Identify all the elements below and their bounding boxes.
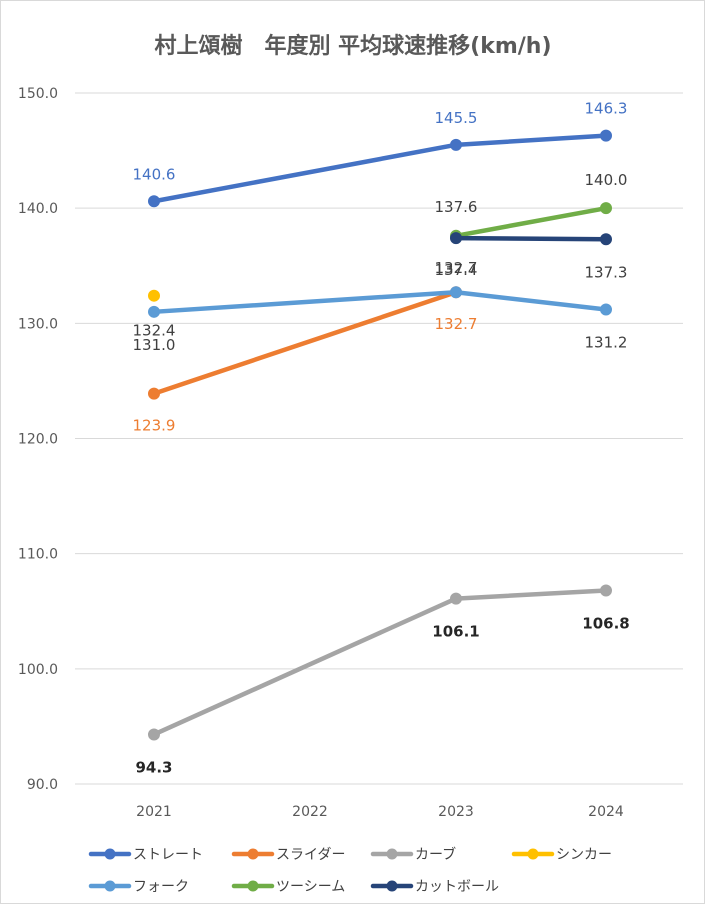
series-layer bbox=[148, 129, 612, 741]
data-point bbox=[450, 286, 462, 299]
series-line bbox=[453, 205, 609, 239]
data-point bbox=[600, 303, 612, 316]
legend-label: フォーク bbox=[133, 879, 189, 895]
legend-item: フォーク bbox=[88, 879, 189, 895]
legend-swatch-marker bbox=[386, 848, 398, 860]
legend-label: ストレート bbox=[133, 847, 203, 863]
data-point bbox=[148, 195, 160, 208]
series-シンカー bbox=[148, 289, 160, 302]
legend-item: ストレート bbox=[88, 847, 203, 863]
y-tick-label: 130.0 bbox=[18, 316, 58, 332]
series-line bbox=[151, 133, 609, 204]
y-tick-label: 90.0 bbox=[27, 777, 58, 793]
data-point bbox=[450, 592, 462, 605]
data-label: 106.8 bbox=[582, 615, 629, 633]
y-tick-label: 100.0 bbox=[18, 662, 58, 678]
data-label: 123.9 bbox=[133, 417, 176, 435]
series-ストレート bbox=[148, 129, 612, 208]
data-point bbox=[148, 305, 160, 318]
data-point bbox=[148, 387, 160, 400]
y-tick-label: 110.0 bbox=[18, 547, 58, 563]
data-label: 132.7 bbox=[435, 259, 478, 277]
legend-item: カーブ bbox=[370, 846, 456, 863]
data-point bbox=[450, 138, 462, 151]
legend-swatch-marker bbox=[386, 880, 398, 892]
legend-swatch-marker bbox=[104, 848, 116, 860]
x-tick-label: 2024 bbox=[588, 804, 624, 820]
data-point bbox=[148, 728, 160, 741]
data-label: 132.4 bbox=[133, 322, 176, 340]
data-label: 131.0 bbox=[133, 336, 176, 354]
legend-swatch-marker bbox=[247, 848, 259, 860]
legend-label: ツーシーム bbox=[276, 879, 345, 895]
legend-label: シンカー bbox=[556, 847, 612, 863]
series-カーブ bbox=[148, 584, 612, 741]
series-line bbox=[151, 289, 609, 315]
legend-item: カットボール bbox=[370, 879, 499, 895]
series-line bbox=[151, 588, 609, 737]
legend-item: ツーシーム bbox=[231, 879, 345, 895]
axis-layer: 90.0 100.0 110.0 120.0 130.0 140.0 150.0 2021 20… bbox=[18, 86, 624, 820]
data-label: 146.3 bbox=[585, 100, 628, 118]
legend-label: カットボール bbox=[415, 879, 499, 895]
legend-swatch-marker bbox=[527, 848, 539, 860]
data-label: 145.5 bbox=[435, 109, 478, 127]
data-label: 131.2 bbox=[585, 334, 628, 352]
legend-label: スライダー bbox=[276, 847, 345, 863]
y-tick-label: 140.0 bbox=[18, 201, 58, 217]
x-tick-label: 2023 bbox=[438, 804, 474, 820]
data-point bbox=[450, 232, 462, 245]
legend-item: スライダー bbox=[231, 847, 345, 863]
x-tick-label: 2022 bbox=[292, 804, 328, 820]
data-label: 94.3 bbox=[135, 758, 172, 776]
data-label-layer: 140.6 145.5 146.3 123.9 132.7 94.3 106.1 106.8 1… bbox=[133, 100, 630, 777]
legend-swatch-marker bbox=[247, 880, 259, 892]
data-label: 137.3 bbox=[585, 263, 628, 281]
series-line bbox=[151, 289, 459, 396]
data-point bbox=[600, 233, 612, 246]
series-カットボール bbox=[450, 232, 612, 246]
grid-layer bbox=[75, 92, 683, 785]
y-tick-label: 120.0 bbox=[18, 432, 58, 448]
data-point bbox=[148, 289, 160, 302]
legend-item: シンカー bbox=[511, 847, 612, 863]
data-label: 106.1 bbox=[432, 623, 479, 641]
chart-title: 村上頌樹 年度別 平均球速推移(km/h) bbox=[154, 33, 551, 59]
legend-label: カーブ bbox=[415, 846, 456, 863]
data-label: 137.4 bbox=[435, 261, 478, 279]
data-label: 132.7 bbox=[435, 315, 478, 333]
series-line bbox=[453, 235, 609, 242]
y-tick-label: 150.0 bbox=[18, 86, 58, 102]
data-point bbox=[600, 129, 612, 142]
data-point bbox=[600, 584, 612, 597]
legend-swatch-marker bbox=[104, 880, 116, 892]
data-label: 140.6 bbox=[133, 165, 176, 183]
data-label: 137.6 bbox=[435, 198, 478, 216]
series-フォーク bbox=[148, 286, 612, 318]
x-tick-label: 2021 bbox=[136, 804, 172, 820]
data-label: 140.0 bbox=[585, 171, 628, 189]
data-point bbox=[600, 202, 612, 215]
